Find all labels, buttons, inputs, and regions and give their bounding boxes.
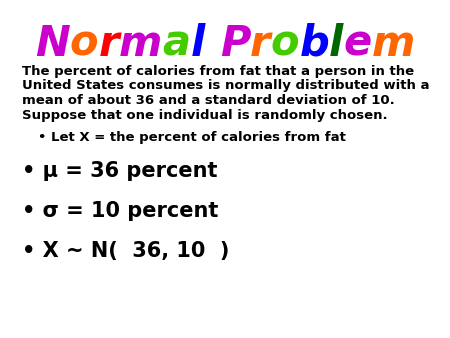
Text: Suppose that one individual is randomly chosen.: Suppose that one individual is randomly … xyxy=(22,108,387,121)
Text: P: P xyxy=(220,23,250,65)
Text: l: l xyxy=(191,23,205,65)
Text: mean of about 36 and a standard deviation of 10.: mean of about 36 and a standard deviatio… xyxy=(22,94,395,107)
Text: o: o xyxy=(270,23,299,65)
Text: • μ = 36 percent: • μ = 36 percent xyxy=(22,161,217,181)
Text: l: l xyxy=(329,23,343,65)
Text: m: m xyxy=(119,23,162,65)
Text: m: m xyxy=(372,23,415,65)
Text: r: r xyxy=(99,23,119,65)
Text: b: b xyxy=(299,23,329,65)
Text: • σ = 10 percent: • σ = 10 percent xyxy=(22,201,218,221)
Text: o: o xyxy=(70,23,99,65)
Text: a: a xyxy=(162,23,191,65)
Text: • Let X = the percent of calories from fat: • Let X = the percent of calories from f… xyxy=(38,131,346,144)
Text: The percent of calories from fat that a person in the: The percent of calories from fat that a … xyxy=(22,65,414,78)
Text: • X ~ N(  36, 10  ): • X ~ N( 36, 10 ) xyxy=(22,241,230,261)
Text: N: N xyxy=(35,23,70,65)
Text: United States consumes is normally distributed with a: United States consumes is normally distr… xyxy=(22,79,429,93)
Text: r: r xyxy=(250,23,270,65)
Text: e: e xyxy=(343,23,372,65)
